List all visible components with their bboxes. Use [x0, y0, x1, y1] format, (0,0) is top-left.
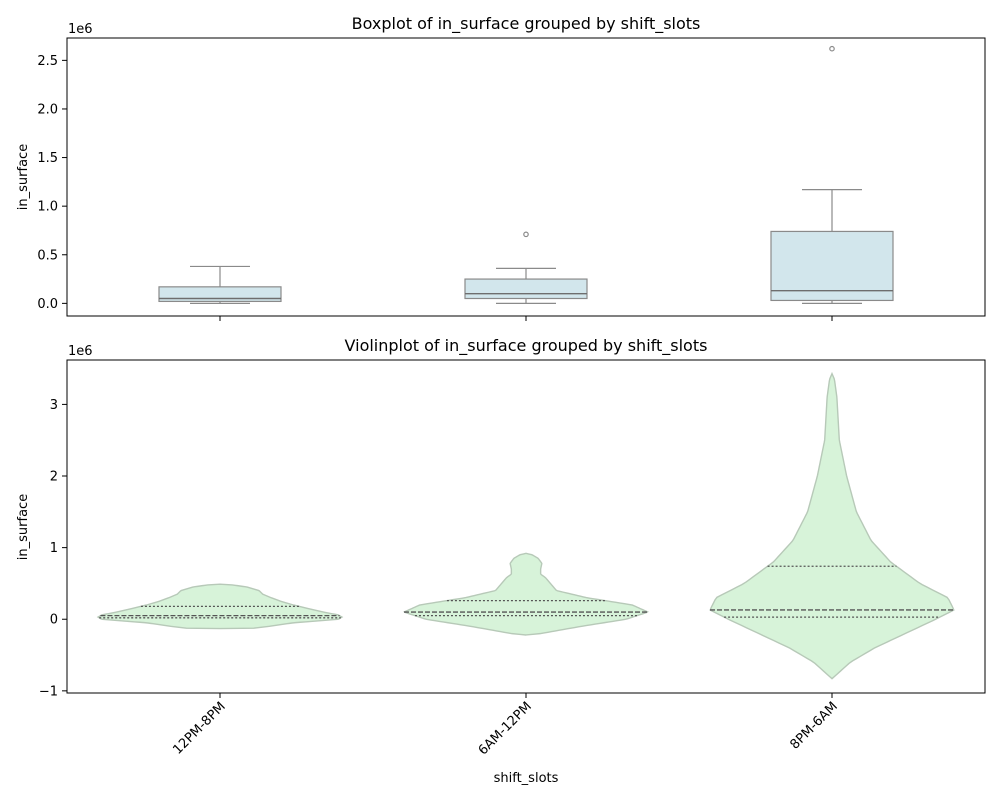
box-outlier [523, 231, 529, 238]
boxplot-marks [158, 45, 894, 304]
box-outlier [829, 45, 835, 52]
box-iqr [464, 278, 588, 300]
boxplot-offset-label: 1e6 [68, 22, 93, 37]
boxplot-y-tick-label: 0.5 [37, 248, 58, 263]
box-iqr [770, 230, 894, 302]
violin-body [403, 552, 649, 636]
box-8PM-6AM [770, 45, 894, 304]
violin-body [709, 371, 955, 680]
violinplot-x-axis-label: shift_slots [494, 771, 559, 786]
violinplot-axes-frame [66, 359, 986, 694]
violinplot-y-tick-label: 1 [50, 541, 58, 556]
violinplot-x-tick-label: 8PM-6AM [788, 699, 841, 752]
violin-8PM-6AM [709, 371, 955, 680]
violin-6AM-12PM [403, 552, 649, 636]
violinplot-x-ticks: 12PM-8PM 6AM-12PM 8PM-6AM [170, 693, 841, 758]
boxplot-y-tick-label: 0.0 [37, 297, 58, 312]
violinplot-y-tick-label: 0 [50, 613, 58, 628]
boxplot-y-tick-label: 2.5 [37, 54, 58, 69]
violin-body [96, 583, 344, 630]
box-6AM-12PM [464, 231, 588, 304]
boxplot-y-ticks: 0.0 0.5 1.0 1.5 2.0 2.5 [37, 54, 67, 312]
boxplot-x-ticks [219, 316, 833, 321]
boxplot-axes-frame [66, 37, 986, 317]
boxplot-panel: Boxplot of in_surface grouped by shift_s… [16, 14, 986, 321]
violinplot-y-tick-label: 2 [50, 470, 58, 485]
box-12PM-8PM [158, 265, 282, 304]
violin-12PM-8PM [96, 583, 344, 630]
boxplot-title: Boxplot of in_surface grouped by shift_s… [352, 14, 701, 34]
violinplot-y-ticks: −1 0 1 2 3 [39, 398, 67, 699]
violinplot-offset-label: 1e6 [68, 344, 93, 359]
violinplot-y-axis-label: in_surface [16, 494, 31, 560]
violinplot-panel: Violinplot of in_surface grouped by shif… [16, 336, 986, 786]
violinplot-x-tick-label: 12PM-8PM [170, 699, 228, 757]
violinplot-title: Violinplot of in_surface grouped by shif… [345, 336, 708, 356]
violinplot-marks [96, 371, 955, 680]
violinplot-x-tick-label: 6AM-12PM [476, 699, 535, 758]
box-iqr [158, 286, 282, 303]
violinplot-y-tick-label: 3 [50, 398, 58, 413]
boxplot-y-axis-label: in_surface [16, 144, 31, 210]
boxplot-y-tick-label: 2.0 [37, 102, 58, 117]
boxplot-y-tick-label: 1.0 [37, 200, 58, 215]
boxplot-y-tick-label: 1.5 [37, 151, 58, 166]
violinplot-y-tick-label: −1 [39, 684, 58, 699]
